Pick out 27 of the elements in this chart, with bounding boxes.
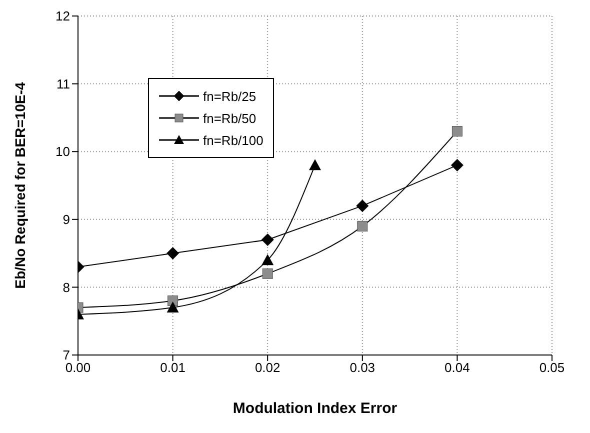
y-tick-label: 8 [62, 280, 70, 295]
y-tick-label: 10 [56, 144, 70, 160]
point [357, 220, 368, 232]
y-tick-label: 9 [62, 212, 70, 228]
legend-label: fn=Rb/100 [203, 132, 264, 148]
y-axis-title: Eb/No Required for BER=10E-4 [12, 82, 28, 289]
y-tick-label: 11 [56, 76, 70, 92]
y-tick-label: 12 [56, 8, 70, 24]
legend-label: fn=Rb/50 [203, 110, 256, 126]
point [452, 126, 462, 137]
point [262, 268, 273, 279]
x-tick-label: 0.00 [65, 360, 91, 376]
point [356, 200, 369, 212]
point [166, 302, 179, 313]
y-tick-label: 7 [62, 348, 70, 363]
point [309, 159, 321, 170]
x-tick-label: 0.04 [444, 360, 470, 376]
legend-label: fn=Rb/25 [203, 88, 256, 104]
x-axis-title: Modulation Index Error [232, 400, 398, 417]
point [166, 247, 180, 260]
point [450, 158, 464, 172]
x-tick-label: 0.02 [254, 360, 280, 376]
x-tick-label: 0.01 [160, 360, 186, 376]
point [261, 233, 274, 246]
x-tick-label: 0.05 [539, 360, 565, 376]
point [262, 254, 274, 266]
x-tick-label: 0.03 [350, 360, 376, 376]
